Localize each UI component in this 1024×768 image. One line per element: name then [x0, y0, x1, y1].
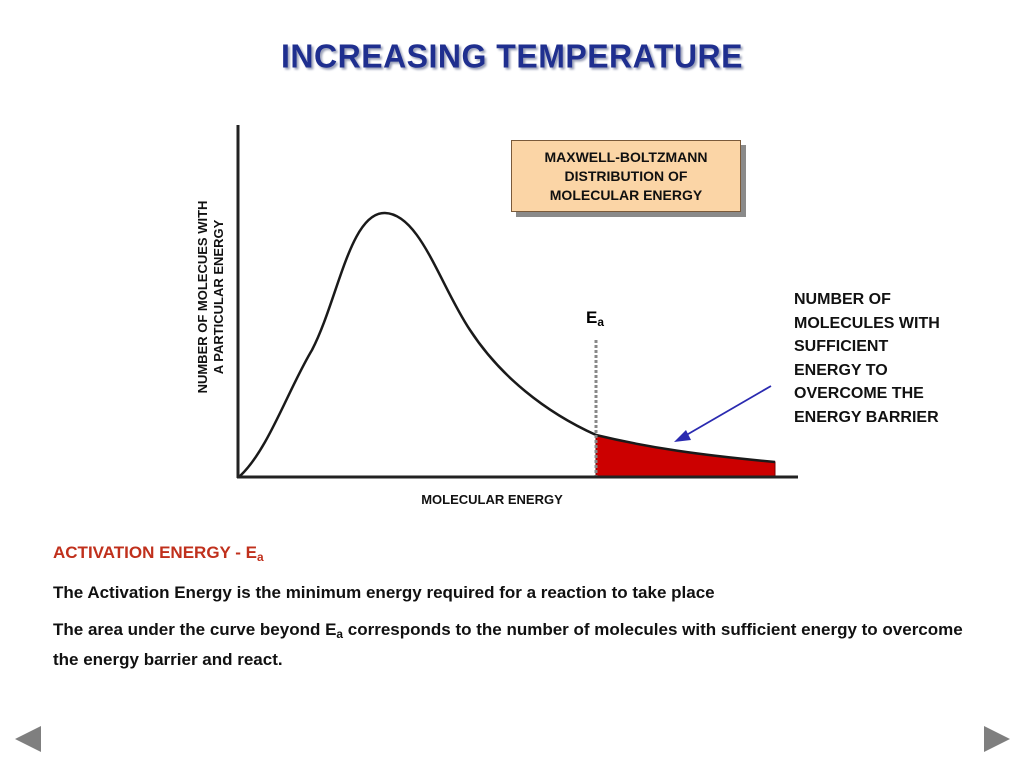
- box-line: DISTRIBUTION OF: [564, 167, 688, 184]
- p2-text-after: corresponds to the number of molecules w…: [53, 620, 963, 669]
- triangle-left-icon[interactable]: [15, 726, 41, 752]
- ea-subscript: a: [597, 314, 604, 329]
- p2-text-before: The area under the curve beyond E: [53, 620, 337, 639]
- annotation-line: OVERCOME THE: [794, 385, 924, 402]
- heading-text: ACTIVATION ENERGY - E: [53, 543, 258, 562]
- y-axis-label: NUMBER OF MOLECUES WITH A PARTICULAR ENE…: [195, 147, 227, 447]
- annotation-line: ENERGY BARRIER: [794, 408, 939, 426]
- activation-energy-heading: ACTIVATION ENERGY - Ea: [53, 543, 264, 564]
- p2-subscript: a: [336, 626, 344, 641]
- annotation-line: NUMBER OF: [794, 291, 891, 308]
- annotation-line: SUFFICIENT: [794, 338, 889, 355]
- sufficient-energy-annotation: NUMBER OF MOLECULES WITH SUFFICIENT ENER…: [794, 288, 994, 429]
- box-line: MOLECULAR ENERGY: [549, 186, 703, 203]
- ea-label: Ea: [586, 308, 604, 329]
- area-explanation-paragraph: The area under the curve beyond Ea corre…: [53, 617, 983, 672]
- distribution-curve: [239, 211, 776, 477]
- maxwell-boltzmann-box: MAXWELL-BOLTZMANN DISTRIBUTION OF MOLECU…: [511, 140, 741, 212]
- y-axis-label-line: A PARTICULAR ENERGY: [211, 219, 226, 375]
- annotation-arrow: [682, 385, 772, 438]
- arrow-head-icon: [674, 430, 691, 442]
- annotation-line: MOLECULES WITH: [794, 314, 940, 332]
- heading-subscript: a: [257, 549, 264, 564]
- triangle-right-icon[interactable]: [984, 726, 1010, 752]
- box-line: MAXWELL-BOLTZMANN: [544, 148, 708, 165]
- x-axis-label: MOLECULAR ENERGY: [421, 492, 563, 507]
- slide-title: INCREASING TEMPERATURE: [281, 37, 743, 75]
- annotation-line: ENERGY TO: [794, 361, 888, 379]
- ea-symbol: E: [586, 308, 598, 327]
- y-axis-label-line: NUMBER OF MOLECUES WITH: [195, 200, 210, 394]
- definition-paragraph: The Activation Energy is the minimum ene…: [53, 583, 715, 602]
